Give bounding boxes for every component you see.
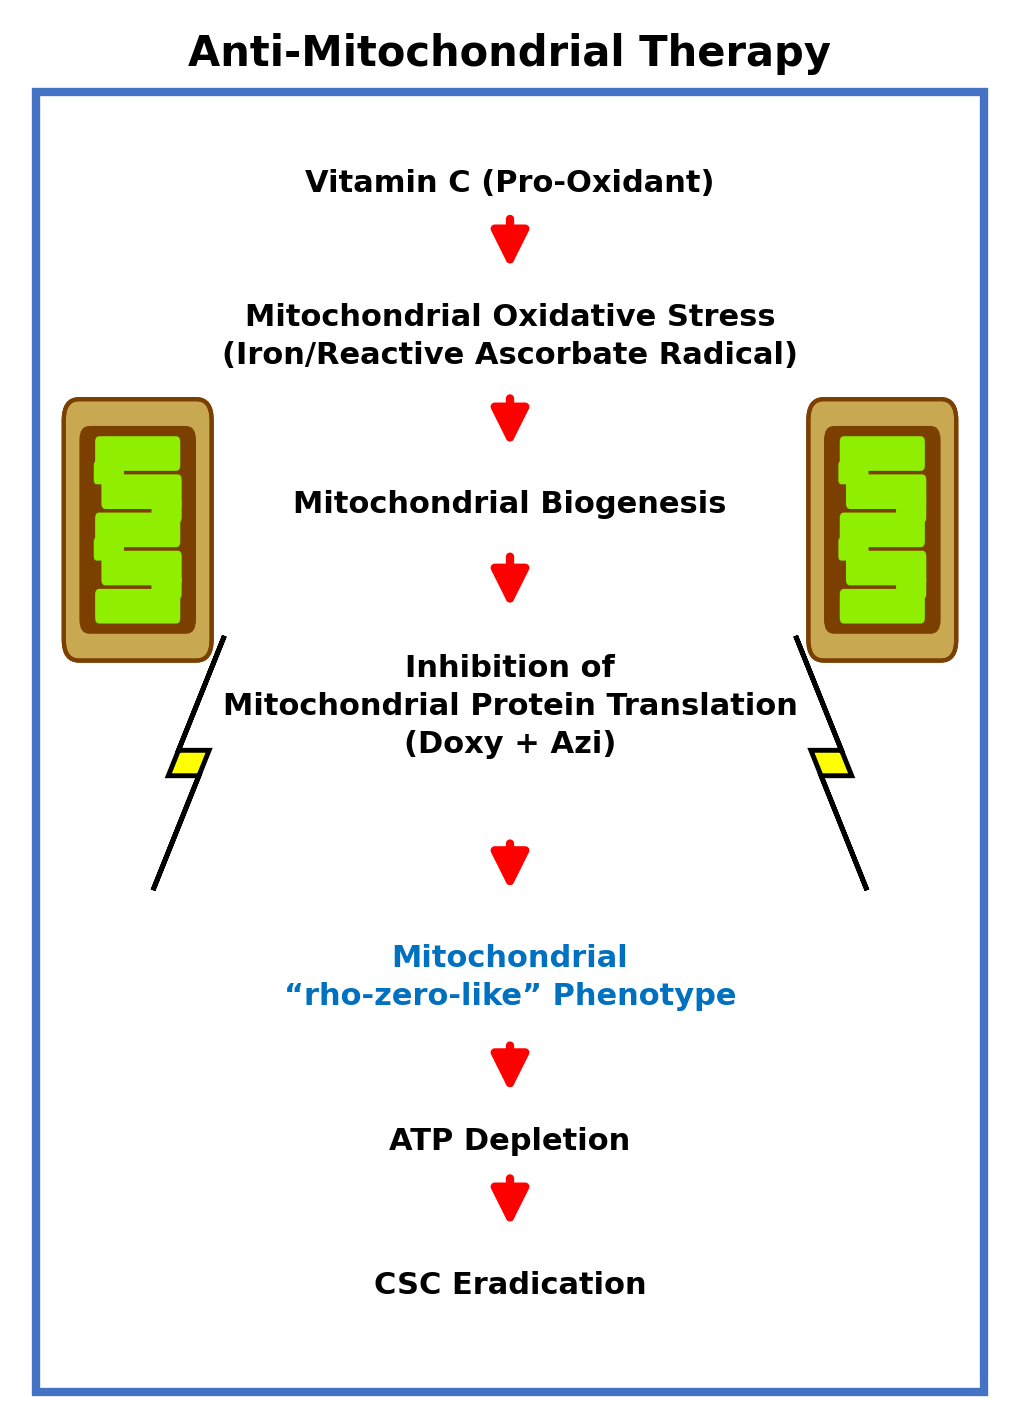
FancyBboxPatch shape [95, 513, 180, 547]
FancyBboxPatch shape [839, 437, 924, 471]
Text: Anti-Mitochondrial Therapy: Anti-Mitochondrial Therapy [189, 32, 830, 75]
FancyBboxPatch shape [839, 513, 924, 547]
FancyBboxPatch shape [845, 475, 925, 509]
Polygon shape [795, 636, 866, 890]
FancyBboxPatch shape [152, 499, 181, 523]
FancyBboxPatch shape [101, 475, 181, 509]
FancyBboxPatch shape [896, 575, 925, 599]
Text: Vitamin C (Pro-Oxidant): Vitamin C (Pro-Oxidant) [305, 170, 714, 198]
FancyBboxPatch shape [823, 425, 940, 634]
FancyBboxPatch shape [838, 537, 867, 561]
FancyBboxPatch shape [64, 400, 212, 661]
Text: CSC Eradication: CSC Eradication [373, 1272, 646, 1300]
FancyBboxPatch shape [95, 589, 180, 623]
FancyBboxPatch shape [808, 400, 956, 661]
FancyBboxPatch shape [101, 551, 181, 585]
FancyBboxPatch shape [95, 437, 180, 471]
FancyBboxPatch shape [896, 499, 925, 523]
FancyBboxPatch shape [94, 461, 123, 485]
Text: ATP Depletion: ATP Depletion [389, 1128, 630, 1156]
Text: Mitochondrial Biogenesis: Mitochondrial Biogenesis [293, 490, 727, 519]
FancyBboxPatch shape [839, 589, 924, 623]
FancyBboxPatch shape [838, 461, 867, 485]
FancyBboxPatch shape [36, 92, 983, 1392]
Text: Mitochondrial
“rho-zero-like” Phenotype: Mitochondrial “rho-zero-like” Phenotype [283, 944, 736, 1012]
FancyBboxPatch shape [152, 575, 181, 599]
Text: Inhibition of
Mitochondrial Protein Translation
(Doxy + Azi): Inhibition of Mitochondrial Protein Tran… [222, 654, 797, 759]
Text: Mitochondrial Oxidative Stress
(Iron/Reactive Ascorbate Radical): Mitochondrial Oxidative Stress (Iron/Rea… [222, 302, 797, 370]
FancyBboxPatch shape [79, 425, 196, 634]
FancyBboxPatch shape [94, 537, 123, 561]
FancyBboxPatch shape [845, 551, 925, 585]
Polygon shape [153, 636, 224, 890]
